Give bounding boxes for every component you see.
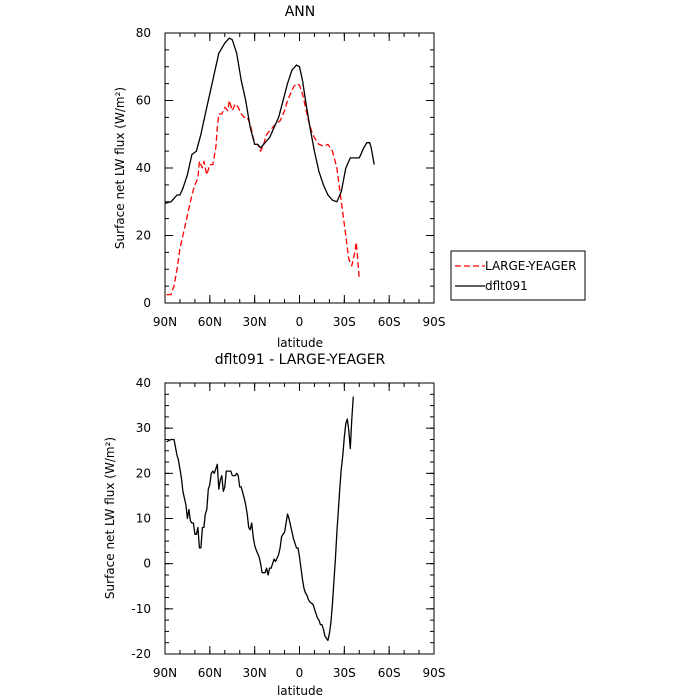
bottom-y-tick-label: 0 xyxy=(143,557,151,571)
legend-label-dflt091: dflt091 xyxy=(485,279,528,293)
bottom-y-tick-label: -20 xyxy=(131,647,151,661)
top-x-tick-label: 30S xyxy=(333,315,356,329)
bottom-x-tick-label: 90S xyxy=(423,666,446,680)
bottom-y-tick-label: 20 xyxy=(136,466,151,480)
bottom-x-axis-label: latitude xyxy=(277,684,323,698)
top-plot-area: 90N 60N 30N 0 30S 60S 90S 0 20 40 60 80 xyxy=(136,26,446,329)
top-y-tick-label: 60 xyxy=(136,94,151,108)
legend-label-large-yeager: LARGE-YEAGER xyxy=(485,259,576,273)
bottom-x-tick-label: 30S xyxy=(333,666,356,680)
bottom-y-axis-label: Surface net LW flux (W/m²) xyxy=(103,437,117,599)
top-x-tick-label: 90N xyxy=(153,315,177,329)
top-y-axis-label: Surface net LW flux (W/m²) xyxy=(113,87,127,249)
bottom-x-tick-label: 60S xyxy=(378,666,401,680)
bottom-series-line-difference xyxy=(166,396,354,642)
top-panel: ANN 90N 60N 30N 0 30S 60S 90S 0 20 40 60 80 Surface… xyxy=(113,4,586,350)
bottom-x-tick-label: 30N xyxy=(243,666,267,680)
top-series-line-dflt091 xyxy=(164,37,375,205)
top-x-tick-label: 90S xyxy=(423,315,446,329)
bottom-y-tick-label: 30 xyxy=(136,421,151,435)
top-x-tick-label: 30N xyxy=(243,315,267,329)
legend-box xyxy=(450,250,586,301)
bottom-y-tick-label: -10 xyxy=(131,602,151,616)
bottom-y-tick-label: 10 xyxy=(136,512,151,526)
top-y-tick-label: 20 xyxy=(136,229,151,243)
top-x-axis-label: latitude xyxy=(277,336,323,350)
top-y-tick-label: 0 xyxy=(143,296,151,310)
top-x-tick-label: 60N xyxy=(198,315,222,329)
bottom-plot-area: 90N 60N 30N 0 30S 60S 90S -20 -10 0 10 20 30 40 xyxy=(131,376,445,680)
top-series-line-large-yeager xyxy=(166,82,360,296)
top-x-tick-label: 0 xyxy=(296,315,304,329)
top-y-tick-label: 80 xyxy=(136,26,151,40)
top-x-tick-label: 60S xyxy=(378,315,401,329)
bottom-x-tick-label: 90N xyxy=(153,666,177,680)
bottom-x-tick-label: 0 xyxy=(296,666,304,680)
bottom-x-tick-label: 60N xyxy=(198,666,222,680)
bottom-panel: dflt091 - LARGE-YEAGER 90N 60N 30N 0 30S 60S 9… xyxy=(103,352,445,698)
bottom-y-tick-label: 40 xyxy=(136,376,151,390)
top-y-tick-label: 40 xyxy=(136,161,151,175)
bottom-chart-title: dflt091 - LARGE-YEAGER xyxy=(215,352,386,368)
legend: LARGE-YEAGER dflt091 xyxy=(450,250,586,301)
top-chart-title: ANN xyxy=(285,4,316,20)
